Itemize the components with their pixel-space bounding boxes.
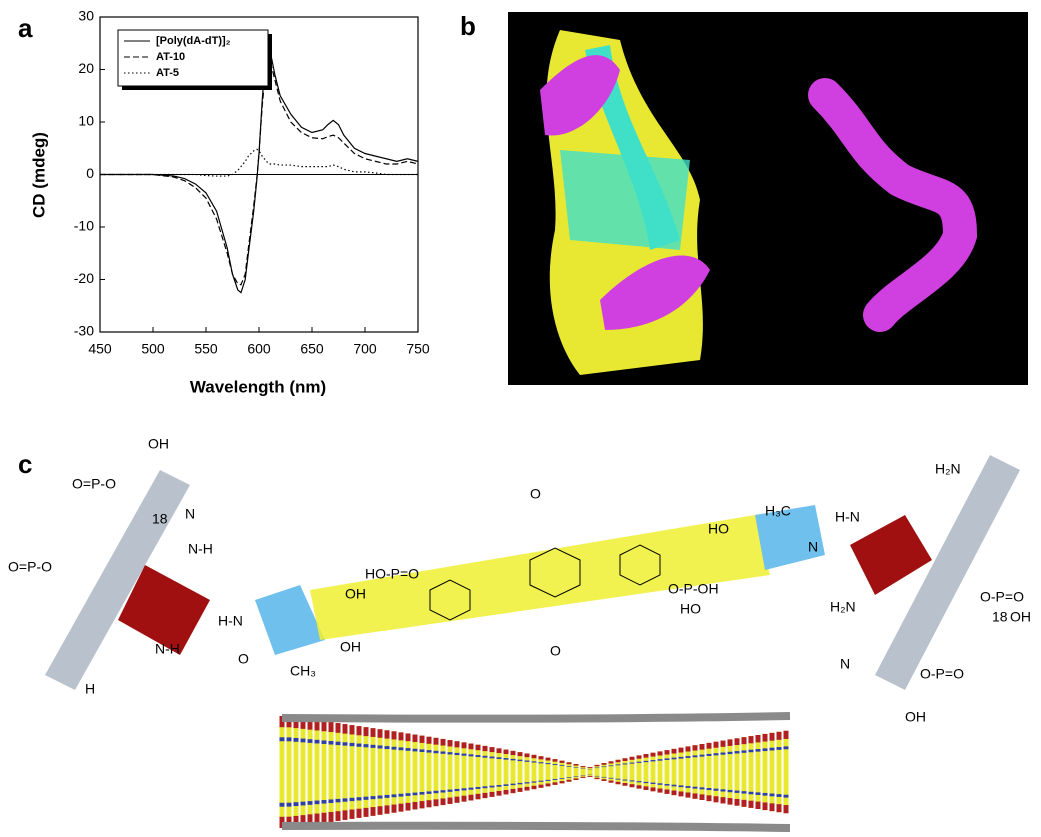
atom-label: O=P-O: [8, 559, 52, 575]
x-tick-label: 600: [247, 341, 271, 357]
atom-label: O-P=O: [920, 666, 964, 682]
backbone: [45, 470, 190, 690]
panel-b: [508, 12, 1028, 385]
atom-label: HO-P=O: [365, 566, 419, 582]
atom-label: N: [185, 506, 195, 522]
y-tick-label: -30: [74, 323, 94, 339]
y-axis-title: CD (mdeg): [29, 132, 48, 218]
x-tick-label: 700: [353, 341, 377, 357]
y-tick-label: 10: [78, 113, 94, 129]
atom-label: HO: [680, 601, 701, 617]
atom-label: N: [808, 539, 818, 555]
panel-label: b: [460, 11, 476, 41]
atom-label: O-P=O: [980, 589, 1024, 605]
y-tick-label: 0: [86, 165, 94, 181]
x-tick-label: 650: [300, 341, 324, 357]
atom-label: OH: [148, 436, 169, 452]
x-axis-title: Wavelength (nm): [190, 377, 326, 396]
atom-label: O: [238, 651, 249, 667]
atom-label: O=P-O: [72, 476, 116, 492]
base: [255, 585, 325, 655]
legend: [117, 29, 269, 87]
atom-label: H-N: [835, 509, 860, 525]
atom-label: O-P-OH: [668, 581, 719, 597]
x-tick-label: 550: [194, 341, 218, 357]
x-tick-label: 500: [141, 341, 165, 357]
atom-label: HO: [708, 521, 729, 537]
atom-label: O: [530, 486, 541, 502]
atom-label: OH: [340, 639, 361, 655]
strand: [600, 255, 710, 330]
line-series: [100, 57, 419, 286]
ring: [529, 547, 581, 598]
atom-label: N: [840, 656, 850, 672]
atom-label: OH: [345, 586, 366, 602]
atom-label: OH: [905, 709, 926, 725]
x-tick-label: 450: [88, 341, 112, 357]
y-tick-label: 20: [78, 60, 94, 76]
atom-label: N-H: [188, 541, 213, 557]
helix-backbone: [281, 712, 791, 723]
atom-label: O: [550, 643, 561, 659]
legend-label: AT-10: [156, 51, 185, 63]
y-tick-label: 30: [78, 8, 94, 24]
atom-label: H₃C: [765, 503, 791, 519]
strand: [560, 150, 690, 250]
y-tick-label: -10: [74, 218, 94, 234]
atom-label: 18: [992, 609, 1008, 625]
atom-label: 18: [152, 511, 168, 527]
atom-label: H-N: [218, 613, 243, 629]
panel-label: a: [18, 13, 33, 43]
y-tick-label: -20: [74, 270, 94, 286]
helix-model: [279, 712, 791, 832]
panel-label: c: [18, 449, 32, 479]
atom-label: CH₃: [290, 663, 316, 679]
base: [755, 505, 825, 570]
atom-label: N-H: [155, 641, 180, 657]
panel-c-shapes: [45, 455, 1020, 832]
legend-label: AT-5: [156, 67, 179, 79]
legend-label: [Poly(dA-dT)]₂: [156, 35, 231, 47]
backbone: [875, 455, 1020, 690]
atom-label: OH: [1010, 609, 1031, 625]
chemistry-labels: OH O=P-O 18 O=P-O N N-H H N-H H-N O CH₃ …: [8, 436, 1031, 725]
helix-backbone: [281, 821, 791, 832]
strand: [808, 78, 978, 332]
base: [118, 565, 210, 655]
ring: [429, 579, 471, 621]
atom-label: H₂N: [830, 599, 856, 615]
atom-label: H₂N: [935, 461, 961, 477]
strand: [540, 55, 620, 136]
atom-label: H: [85, 681, 95, 697]
x-tick-label: 750: [406, 341, 430, 357]
ring: [619, 544, 661, 586]
linker: [310, 515, 770, 640]
base: [850, 515, 932, 595]
